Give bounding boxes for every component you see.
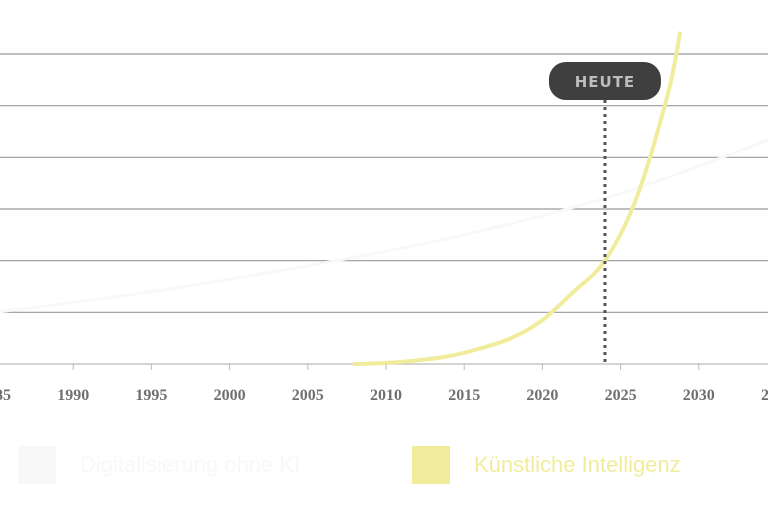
- legend-label-digitalization: Digitalisierung ohne KI: [80, 452, 301, 477]
- legend-item-digitalization: Digitalisierung ohne KI: [18, 446, 300, 484]
- x-tick-label: 2035: [761, 387, 768, 404]
- x-tick-label: 2030: [683, 387, 715, 404]
- x-tick-label: 1985: [0, 387, 11, 404]
- x-tick-label: 2005: [292, 387, 324, 404]
- today-marker: HEUTE: [548, 62, 661, 364]
- x-tick-label: 2020: [526, 387, 558, 404]
- x-tick-label: 2015: [448, 387, 480, 404]
- legend: Digitalisierung ohne KI Künstliche Intel…: [0, 440, 768, 500]
- x-tick-label: 2025: [605, 387, 637, 404]
- x-tick-label: 1990: [57, 387, 89, 404]
- legend-label-ai: Künstliche Intelligenz: [474, 452, 681, 477]
- today-label: HEUTE: [575, 73, 635, 91]
- grid-lines: [0, 53, 768, 365]
- legend-item-ai: Künstliche Intelligenz: [412, 446, 681, 484]
- x-tick-label: 2010: [370, 387, 402, 404]
- series-line-1: [352, 31, 683, 366]
- x-tick-label: 1995: [135, 387, 167, 404]
- x-axis: 1985 1990 1995 2000 2005 2010 2015 2020 2025 2030…: [0, 364, 768, 404]
- x-tick-label: 2000: [214, 387, 246, 404]
- legend-swatch-ai: [412, 446, 450, 484]
- today-badge: [548, 62, 661, 100]
- chart: 1985 1990 1995 2000 2005 2010 2015 2020 2025 2030…: [0, 31, 768, 404]
- series-line-0: [0, 138, 768, 314]
- series-lines: [0, 31, 768, 366]
- legend-swatch-digitalization: [18, 446, 56, 484]
